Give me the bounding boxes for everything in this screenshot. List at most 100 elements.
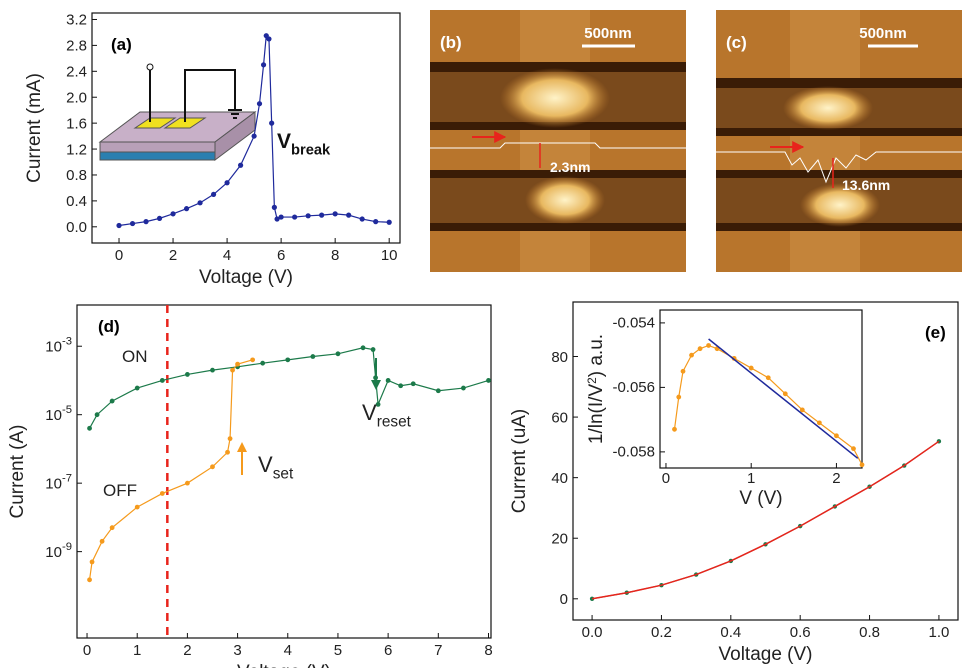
text-part: V <box>277 130 291 153</box>
data-point <box>319 213 324 218</box>
y-tick-label: 10-3 <box>45 335 72 355</box>
y-tick-label: -0.058 <box>612 443 655 460</box>
y-tick-label: 0.4 <box>66 193 87 210</box>
data-point <box>185 481 190 486</box>
data-point <box>361 345 366 350</box>
data-point <box>817 420 822 425</box>
x-tick-label: 0.8 <box>859 624 880 641</box>
y-tick-label: 10-9 <box>45 541 72 561</box>
y-tick-label: 0.8 <box>66 167 87 184</box>
y-tick-label: 80 <box>551 349 568 366</box>
data-point <box>336 351 341 356</box>
data-point <box>238 163 243 168</box>
x-tick-label: 8 <box>484 642 492 659</box>
data-point <box>860 462 865 467</box>
data-point <box>224 180 229 185</box>
data-point <box>346 213 351 218</box>
data-point <box>285 357 290 362</box>
data-point <box>783 391 788 396</box>
data-point <box>398 383 403 388</box>
afm-image-b <box>430 10 686 272</box>
x-tick-label: 1 <box>133 642 141 659</box>
x-tick-label: 4 <box>223 247 231 264</box>
annotation: Vset <box>258 452 294 483</box>
data-point <box>210 368 215 373</box>
y-tick-label: 10-7 <box>45 472 72 492</box>
data-point <box>306 213 311 218</box>
x-tick-label: 0.6 <box>790 624 811 641</box>
height-label: 2.3nm <box>550 159 590 175</box>
y-tick-label: 2.8 <box>66 38 87 55</box>
data-point <box>486 378 491 383</box>
data-point <box>184 206 189 211</box>
text-part: ) a.u. <box>586 334 607 377</box>
text-part: set <box>273 466 294 483</box>
data-point <box>116 223 121 228</box>
series-line <box>90 360 253 580</box>
x-tick-label: 0.2 <box>651 624 672 641</box>
x-tick-label: 4 <box>284 642 292 659</box>
data-point <box>90 560 95 565</box>
data-point <box>834 433 839 438</box>
data-point <box>672 427 677 432</box>
plot-frame <box>660 310 862 468</box>
data-point <box>135 505 140 510</box>
x-tick-label: 1.0 <box>928 624 949 641</box>
y-axis-title: 1/ln(I/V2) a.u. <box>585 334 607 444</box>
data-point <box>257 101 262 106</box>
x-axis-title: Voltage (V) <box>237 662 331 668</box>
x-tick-label: 5 <box>334 642 342 659</box>
data-point <box>371 347 376 352</box>
x-tick-label: 0.0 <box>582 624 603 641</box>
data-point <box>135 386 140 391</box>
data-point <box>230 368 235 373</box>
annotation: Vbreak <box>277 130 331 158</box>
data-point <box>681 369 686 374</box>
data-point <box>387 220 392 225</box>
data-point <box>411 381 416 386</box>
panel-label: (e) <box>925 323 946 342</box>
data-point <box>110 525 115 530</box>
data-point <box>310 354 315 359</box>
y-tick-label: -0.056 <box>612 379 655 396</box>
data-point <box>160 491 165 496</box>
data-point <box>87 426 92 431</box>
x-tick-label: 3 <box>233 642 241 659</box>
data-point <box>689 353 694 358</box>
data-point <box>170 211 175 216</box>
y-tick-label: 40 <box>551 470 568 487</box>
y-tick-label: 10-5 <box>45 404 72 424</box>
figure: 02468100.00.40.81.21.62.02.42.83.2Voltag… <box>0 0 967 668</box>
data-point <box>228 436 233 441</box>
scale-bar-label: 500nm <box>859 25 907 42</box>
x-tick-label: 2 <box>832 470 840 487</box>
panel-label: (b) <box>440 33 462 52</box>
data-point <box>269 121 274 126</box>
text-part: break <box>291 142 331 158</box>
data-point <box>360 216 365 221</box>
y-tick-label: 0 <box>560 591 568 608</box>
y-tick-label: 20 <box>551 530 568 547</box>
data-point <box>800 408 805 413</box>
y-tick-label: 0.0 <box>66 219 87 236</box>
panel-label: (c) <box>726 33 747 52</box>
x-tick-label: 6 <box>384 642 392 659</box>
x-tick-label: 7 <box>434 642 442 659</box>
panel-label: (d) <box>98 317 120 336</box>
x-tick-label: 8 <box>331 247 339 264</box>
data-point <box>272 205 277 210</box>
data-point <box>333 211 338 216</box>
device-sketch <box>100 64 255 160</box>
text-part: 1/ln(I/V <box>586 384 607 445</box>
data-point <box>210 464 215 469</box>
data-point <box>252 133 257 138</box>
data-point <box>95 412 100 417</box>
data-point <box>130 221 135 226</box>
y-axis-title: Current (uA) <box>509 409 530 514</box>
text-part: reset <box>377 414 412 431</box>
y-tick-label: 2.4 <box>66 64 87 81</box>
data-point <box>211 192 216 197</box>
x-tick-label: 0 <box>662 470 670 487</box>
data-point <box>160 378 165 383</box>
y-tick-label: -0.054 <box>612 314 655 331</box>
